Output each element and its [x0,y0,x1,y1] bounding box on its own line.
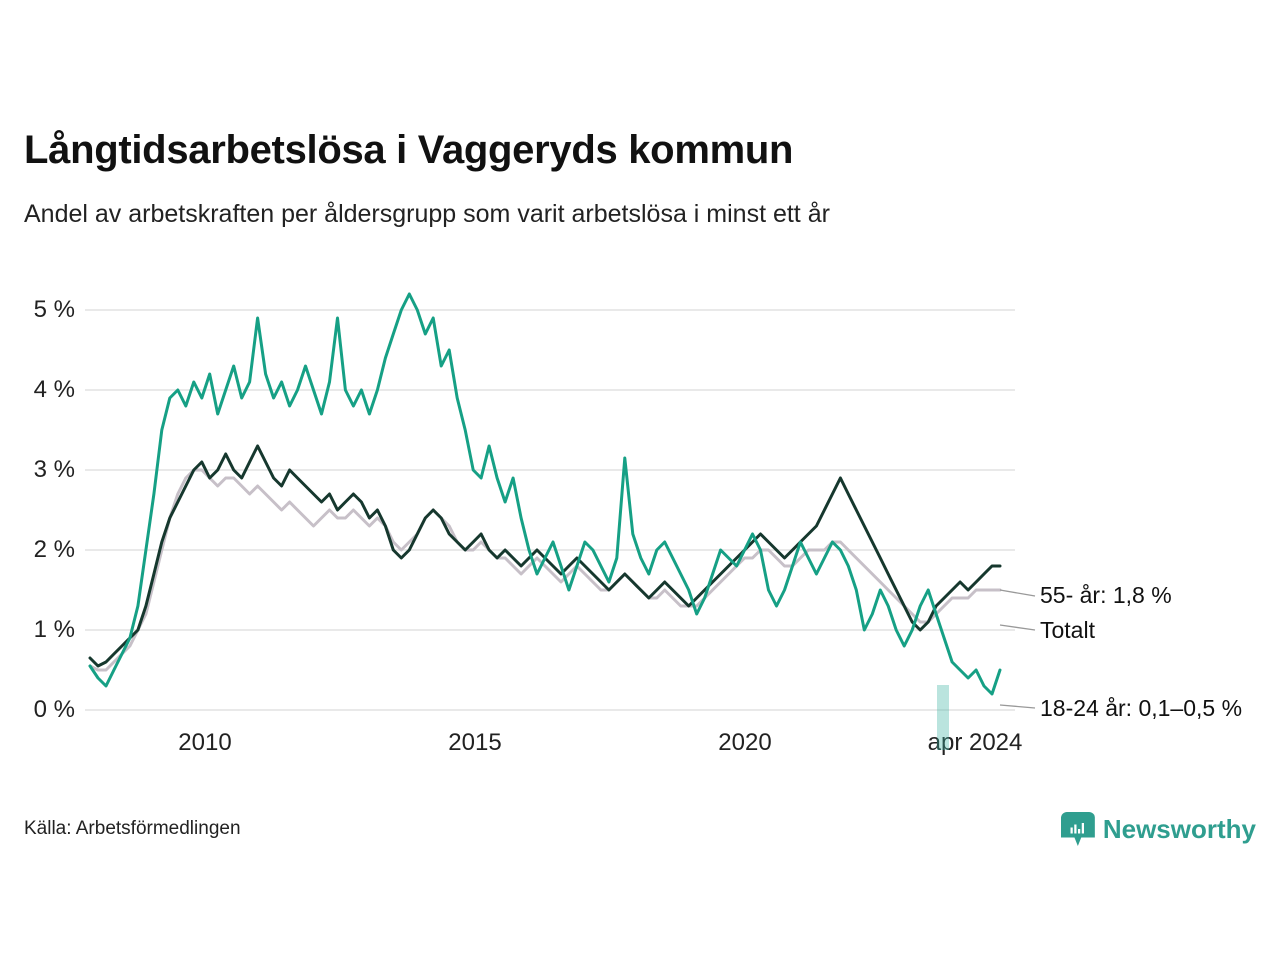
series-line-18-24 [90,294,1000,694]
chart-page: Långtidsarbetslösa i Vaggeryds kommun An… [0,0,1280,960]
newsworthy-logo-icon [1061,812,1095,846]
ytick-1: 1 % [34,616,75,643]
ytick-5: 5 % [34,296,75,323]
ytick-4: 4 % [34,376,75,403]
x-axis-labels: 2010 2015 2020 apr 2024 [178,729,1022,756]
annotation-55: 55- år: 1,8 % [1040,582,1172,608]
ytick-0: 0 % [34,696,75,723]
annotation-totalt: Totalt [1040,617,1096,643]
source-label: Källa: Arbetsförmedlingen [24,818,241,840]
series-line-totalt [90,470,1000,670]
range-highlight-band [937,685,949,750]
xtick-2020: 2020 [718,729,771,756]
ytick-3: 3 % [34,456,75,483]
xtick-2015: 2015 [448,729,501,756]
annotation-18-24: 18-24 år: 0,1–0,5 % [1040,695,1242,721]
newsworthy-logo-text: Newsworthy [1103,814,1256,845]
leader-line-18-24 [1000,705,1035,708]
chart-svg: 5 % 4 % 3 % 2 % 1 % 0 % 2010 2015 2020 a… [0,290,1280,760]
leader-line-55 [1000,590,1035,596]
chart-subtitle: Andel av arbetskraften per åldersgrupp s… [24,200,830,229]
gridlines-group [85,310,1015,710]
xtick-2010: 2010 [178,729,231,756]
chart-title: Långtidsarbetslösa i Vaggeryds kommun [24,128,793,173]
chart-plot-area: 5 % 4 % 3 % 2 % 1 % 0 % 2010 2015 2020 a… [0,290,1280,760]
newsworthy-logo: Newsworthy [1061,812,1256,846]
ytick-2: 2 % [34,536,75,563]
y-axis-labels: 5 % 4 % 3 % 2 % 1 % 0 % [34,296,75,723]
